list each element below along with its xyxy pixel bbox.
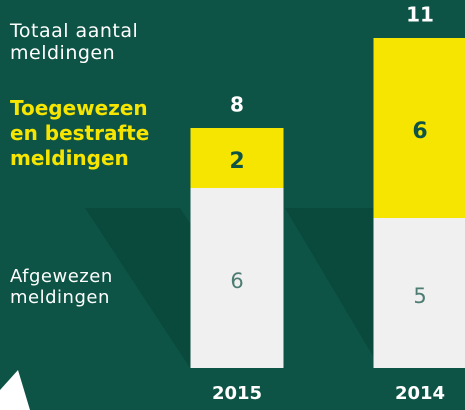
x-tick-label: 2014 <box>395 383 445 404</box>
legend-label: Afgewezen meldingen <box>10 266 113 308</box>
value-label: 6 <box>230 269 243 293</box>
bar-segment <box>190 128 284 188</box>
total-label: Totaal aantal meldingen <box>10 20 139 64</box>
value-label: 2 <box>229 149 244 174</box>
value-label: 5 <box>413 284 426 308</box>
total-value: 11 <box>406 3 434 27</box>
bar-segment <box>373 218 465 368</box>
total-value: 8 <box>230 93 244 117</box>
x-tick-label: 2015 <box>212 383 262 404</box>
legend-label: Toegewezen en bestrafte meldingen <box>10 96 150 170</box>
bar-segment <box>190 188 284 368</box>
value-label: 6 <box>412 119 427 144</box>
corner <box>0 370 30 410</box>
shadow <box>285 208 380 368</box>
bar-segment <box>373 38 465 218</box>
